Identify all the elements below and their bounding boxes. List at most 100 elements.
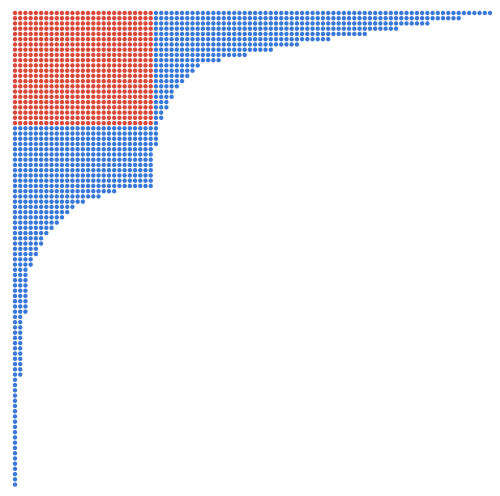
- dot: [111, 63, 117, 68]
- dot: [143, 131, 148, 136]
- dot: [12, 414, 18, 419]
- dot: [310, 31, 315, 37]
- dot: [252, 31, 258, 37]
- dot: [174, 52, 180, 58]
- dot: [237, 10, 242, 16]
- dot: [237, 26, 242, 31]
- dot: [59, 89, 65, 94]
- dot: [143, 10, 148, 16]
- dot: [91, 99, 96, 105]
- dot: [153, 31, 159, 37]
- dot: [18, 173, 23, 178]
- dot: [59, 199, 65, 204]
- dot: [23, 73, 28, 79]
- dot: [12, 178, 18, 183]
- dot: [65, 110, 70, 115]
- dot: [153, 110, 159, 115]
- dot: [143, 31, 148, 37]
- dot: [59, 188, 65, 194]
- dot: [96, 31, 101, 37]
- dot: [446, 10, 451, 16]
- dot: [12, 388, 18, 393]
- dot: [80, 73, 86, 79]
- dot: [117, 31, 122, 37]
- dot: [18, 52, 23, 58]
- dot: [169, 37, 174, 42]
- dot: [164, 94, 169, 100]
- dot: [75, 141, 80, 147]
- dot: [174, 42, 180, 47]
- dot: [70, 136, 75, 141]
- dot: [242, 31, 247, 37]
- dot: [18, 220, 23, 225]
- dot: [127, 89, 133, 94]
- dot: [179, 16, 185, 21]
- dot: [80, 57, 86, 63]
- dot: [138, 52, 143, 58]
- dot: [127, 68, 133, 73]
- dot: [70, 73, 75, 79]
- dot: [352, 10, 357, 16]
- dot: [23, 157, 28, 162]
- dot: [70, 162, 75, 168]
- dot: [18, 283, 23, 288]
- dot: [132, 157, 138, 162]
- dot: [158, 47, 164, 52]
- dot: [65, 131, 70, 136]
- dot: [12, 110, 18, 115]
- dot: [75, 94, 80, 100]
- dot: [216, 37, 221, 42]
- dot: [23, 178, 28, 183]
- dot: [404, 21, 409, 26]
- dot: [315, 21, 320, 26]
- dot: [96, 168, 101, 173]
- dot: [38, 188, 44, 194]
- dot: [279, 37, 284, 42]
- dot: [190, 31, 195, 37]
- dot: [200, 47, 206, 52]
- dot: [38, 225, 44, 231]
- dot: [106, 47, 112, 52]
- dot: [242, 10, 247, 16]
- dot: [49, 220, 54, 225]
- dot: [122, 10, 127, 16]
- dot: [12, 141, 18, 147]
- dot: [23, 246, 28, 251]
- dot: [18, 105, 23, 110]
- dot: [75, 194, 80, 199]
- dot: [320, 31, 326, 37]
- dot: [70, 194, 75, 199]
- dot: [28, 157, 33, 162]
- dot: [91, 183, 96, 189]
- dot: [91, 73, 96, 79]
- dot: [111, 57, 117, 63]
- dot: [153, 94, 159, 100]
- dot: [38, 136, 44, 141]
- dot: [179, 21, 185, 26]
- dot: [91, 178, 96, 183]
- dot: [23, 94, 28, 100]
- dot: [388, 26, 394, 31]
- dot: [28, 89, 33, 94]
- dot: [18, 42, 23, 47]
- dot: [18, 188, 23, 194]
- dot: [247, 21, 253, 26]
- dot: [18, 340, 23, 346]
- dot: [49, 110, 54, 115]
- dot: [65, 178, 70, 183]
- dot: [106, 188, 112, 194]
- dot: [80, 52, 86, 58]
- dot: [59, 16, 65, 21]
- dot: [174, 37, 180, 42]
- dot: [12, 26, 18, 31]
- dot: [23, 141, 28, 147]
- dot: [12, 430, 18, 435]
- dot: [106, 57, 112, 63]
- dot: [158, 89, 164, 94]
- dot: [409, 16, 414, 21]
- dot: [174, 57, 180, 63]
- dot: [12, 42, 18, 47]
- dot: [44, 162, 49, 168]
- dot: [310, 21, 315, 26]
- dot: [85, 16, 91, 21]
